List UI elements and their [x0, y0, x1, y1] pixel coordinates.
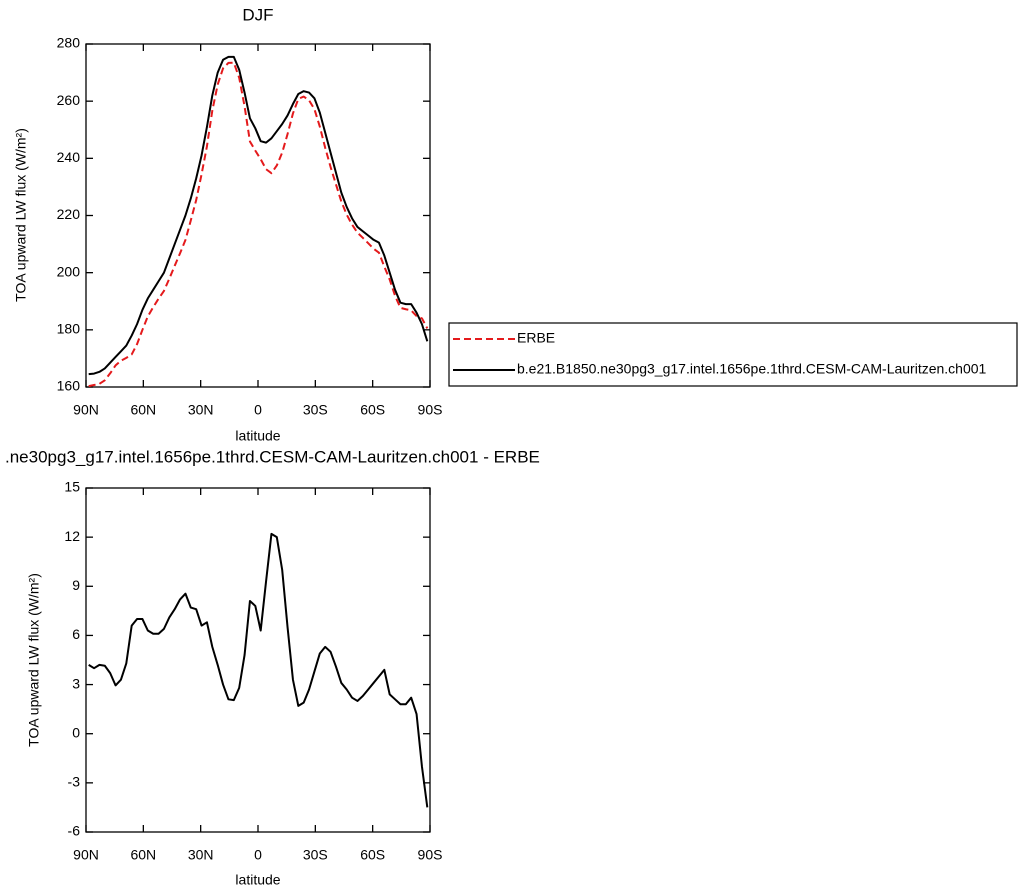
y-tick-label: 15 — [64, 479, 80, 495]
x-tick-label: 60N — [130, 402, 156, 418]
chart-title: .ne30pg3_g17.intel.1656pe.1thrd.CESM-CAM… — [5, 447, 540, 466]
x-axis-label: latitude — [235, 872, 280, 888]
data-line — [88, 55, 429, 376]
y-tick-label: 280 — [57, 35, 81, 51]
chart-title: DJF — [242, 5, 273, 24]
x-tick-label: 0 — [254, 847, 262, 863]
legend-label: ERBE — [517, 330, 555, 346]
x-tick-label: 60S — [360, 402, 385, 418]
x-tick-label: 60S — [360, 847, 385, 863]
y-tick-label: 180 — [57, 321, 81, 337]
legend-label: b.e21.B1850.ne30pg3_g17.intel.1656pe.1th… — [517, 361, 987, 377]
x-tick-label: 30S — [303, 402, 328, 418]
x-axis-label: latitude — [235, 428, 280, 444]
y-tick-label: 260 — [57, 92, 81, 108]
y-tick-label: 12 — [64, 528, 80, 544]
plot-frame — [85, 487, 431, 833]
data-line — [88, 532, 429, 808]
x-tick-label: 0 — [254, 402, 262, 418]
x-tick-label: 90N — [73, 402, 99, 418]
y-tick-label: 6 — [72, 626, 80, 642]
y-axis-label: TOA upward LW flux (W/m²) — [13, 128, 29, 302]
y-tick-label: 9 — [72, 577, 80, 593]
x-tick-label: 30S — [303, 847, 328, 863]
y-tick-label: -6 — [68, 823, 81, 839]
data-line — [88, 61, 429, 388]
x-tick-label: 90N — [73, 847, 99, 863]
y-tick-label: -3 — [68, 774, 81, 790]
y-tick-label: 3 — [72, 675, 80, 691]
y-tick-label: 0 — [72, 724, 80, 740]
x-tick-label: 90S — [418, 847, 443, 863]
y-tick-label: 200 — [57, 263, 81, 279]
y-tick-label: 220 — [57, 206, 81, 222]
plot-frame — [85, 43, 431, 388]
y-axis-label: TOA upward LW flux (W/m²) — [26, 573, 42, 747]
legend-box — [448, 322, 1018, 387]
x-tick-label: 90S — [418, 402, 443, 418]
x-tick-label: 30N — [188, 402, 214, 418]
x-tick-label: 60N — [130, 847, 156, 863]
x-tick-label: 30N — [188, 847, 214, 863]
y-tick-label: 160 — [57, 378, 81, 394]
y-tick-label: 240 — [57, 149, 81, 165]
